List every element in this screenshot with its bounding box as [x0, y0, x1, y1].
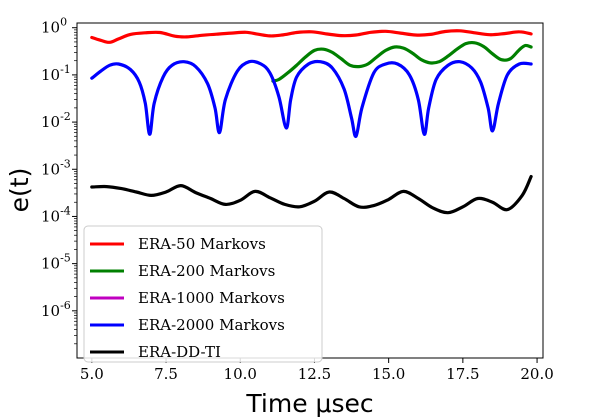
y-axis-label: e(t)	[5, 168, 34, 213]
x-axis: 5.0 7.5 10.0 12.5 15.0 17.5 20.0	[80, 358, 554, 383]
series-line-1	[271, 40, 533, 83]
legend-entry-label: ERA-2000 Markovs	[138, 316, 285, 334]
x-tick-label: 10.0	[224, 365, 257, 383]
x-tick-label: 12.5	[298, 365, 331, 383]
x-tick-label: 15.0	[372, 365, 405, 383]
legend-entry-label: ERA-200 Markovs	[138, 262, 275, 280]
x-tick-label: 5.0	[80, 365, 104, 383]
y-tick-label: 10-6	[41, 299, 71, 320]
y-axis: 100 10-1 10-2 10-3 10-4 10-5 10-6	[41, 16, 77, 345]
y-tick-label: 10-1	[41, 63, 71, 84]
y-tick-label: 10-5	[41, 252, 71, 273]
y-tick-label: 10-4	[41, 204, 71, 225]
series-line-4	[90, 175, 533, 215]
series-layer	[90, 29, 533, 215]
y-tick-label: 10-3	[41, 157, 71, 178]
x-tick-label: 7.5	[154, 365, 178, 383]
series-line-3	[90, 59, 533, 138]
x-tick-label: 20.0	[520, 365, 553, 383]
legend-entry-label: ERA-50 Markovs	[138, 235, 266, 253]
x-tick-label: 17.5	[446, 365, 479, 383]
legend: ERA-50 Markovs ERA-200 Markovs ERA-1000 Ma…	[83, 225, 323, 363]
legend-entry-label: ERA-1000 Markovs	[138, 289, 285, 307]
x-axis-label: Time μsec	[245, 389, 373, 418]
y-tick-label: 100	[41, 16, 67, 37]
legend-entry-label: ERA-DD-TI	[138, 343, 221, 361]
series-line-0	[90, 29, 533, 44]
y-tick-label: 10-2	[41, 110, 71, 131]
legend-box	[83, 225, 323, 363]
